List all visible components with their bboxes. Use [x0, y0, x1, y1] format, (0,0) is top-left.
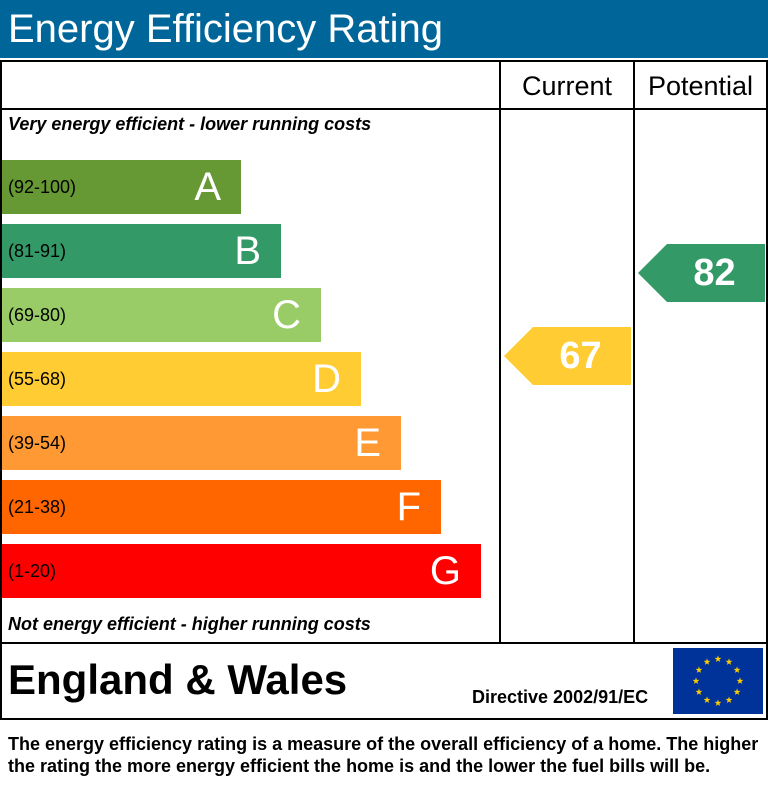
band-b: (81-91) B: [2, 224, 281, 278]
potential-column-divider: [633, 60, 635, 644]
band-letter-label: E: [354, 421, 381, 465]
band-range-label: (55-68): [8, 369, 67, 389]
star-icon: [714, 699, 722, 706]
eu-stars: [692, 655, 744, 706]
band-a: (92-100) A: [2, 160, 241, 214]
band-c: (69-80) C: [2, 288, 321, 342]
band-e: (39-54) E: [2, 416, 401, 470]
band-letter-label: G: [429, 549, 461, 593]
current-arrow-shape: [504, 327, 631, 385]
potential-column-header: Potential: [647, 71, 754, 101]
directive-label: Directive 2002/91/EC: [472, 687, 649, 707]
star-icon: [714, 655, 722, 662]
band-f: (21-38) F: [2, 480, 441, 534]
header-divider: [0, 108, 768, 110]
band-g: (1-20) G: [2, 544, 481, 598]
inefficient-note: Not energy efficient - higher running co…: [8, 614, 371, 634]
band-range-label: (21-38): [8, 497, 67, 517]
band-letter-label: F: [396, 485, 421, 529]
band-range-label: (92-100): [8, 177, 77, 197]
band-d: (55-68) D: [2, 352, 361, 406]
region-frame: [0, 642, 768, 720]
footnote: The energy efficiency rating is a measur…: [8, 734, 759, 776]
star-icon: [695, 688, 703, 695]
band-letter-label: A: [194, 165, 221, 209]
chart-title: Energy Efficiency Rating: [8, 7, 444, 51]
current-rating-value: 67: [559, 335, 602, 377]
potential-arrow-shape: [638, 244, 765, 302]
star-icon: [703, 696, 711, 703]
star-icon: [695, 666, 703, 673]
band-range-label: (69-80): [8, 305, 67, 325]
star-icon: [725, 658, 733, 665]
star-icon: [725, 696, 733, 703]
efficient-note: Very energy efficient - lower running co…: [8, 114, 372, 134]
band-letter-label: C: [272, 293, 301, 337]
star-icon: [736, 677, 744, 684]
region-label: England & Wales: [8, 656, 348, 703]
band-range-label: (1-20): [8, 561, 57, 581]
band-range-label: (81-91): [8, 241, 67, 261]
current-column-header: Current: [521, 71, 613, 101]
star-icon: [733, 688, 741, 695]
current-column-divider: [499, 60, 501, 644]
potential-rating-arrow: 82: [638, 244, 765, 302]
band-letter-label: D: [312, 357, 341, 401]
star-icon: [692, 677, 700, 684]
star-icon: [703, 658, 711, 665]
band-range-label: (39-54): [8, 433, 67, 453]
band-letter-label: B: [234, 229, 261, 273]
current-rating-arrow: 67: [504, 327, 631, 385]
star-icon: [733, 666, 741, 673]
title-bar: Energy Efficiency Rating: [0, 0, 768, 58]
eu-flag-icon: [673, 648, 763, 714]
potential-rating-value: 82: [693, 252, 736, 294]
